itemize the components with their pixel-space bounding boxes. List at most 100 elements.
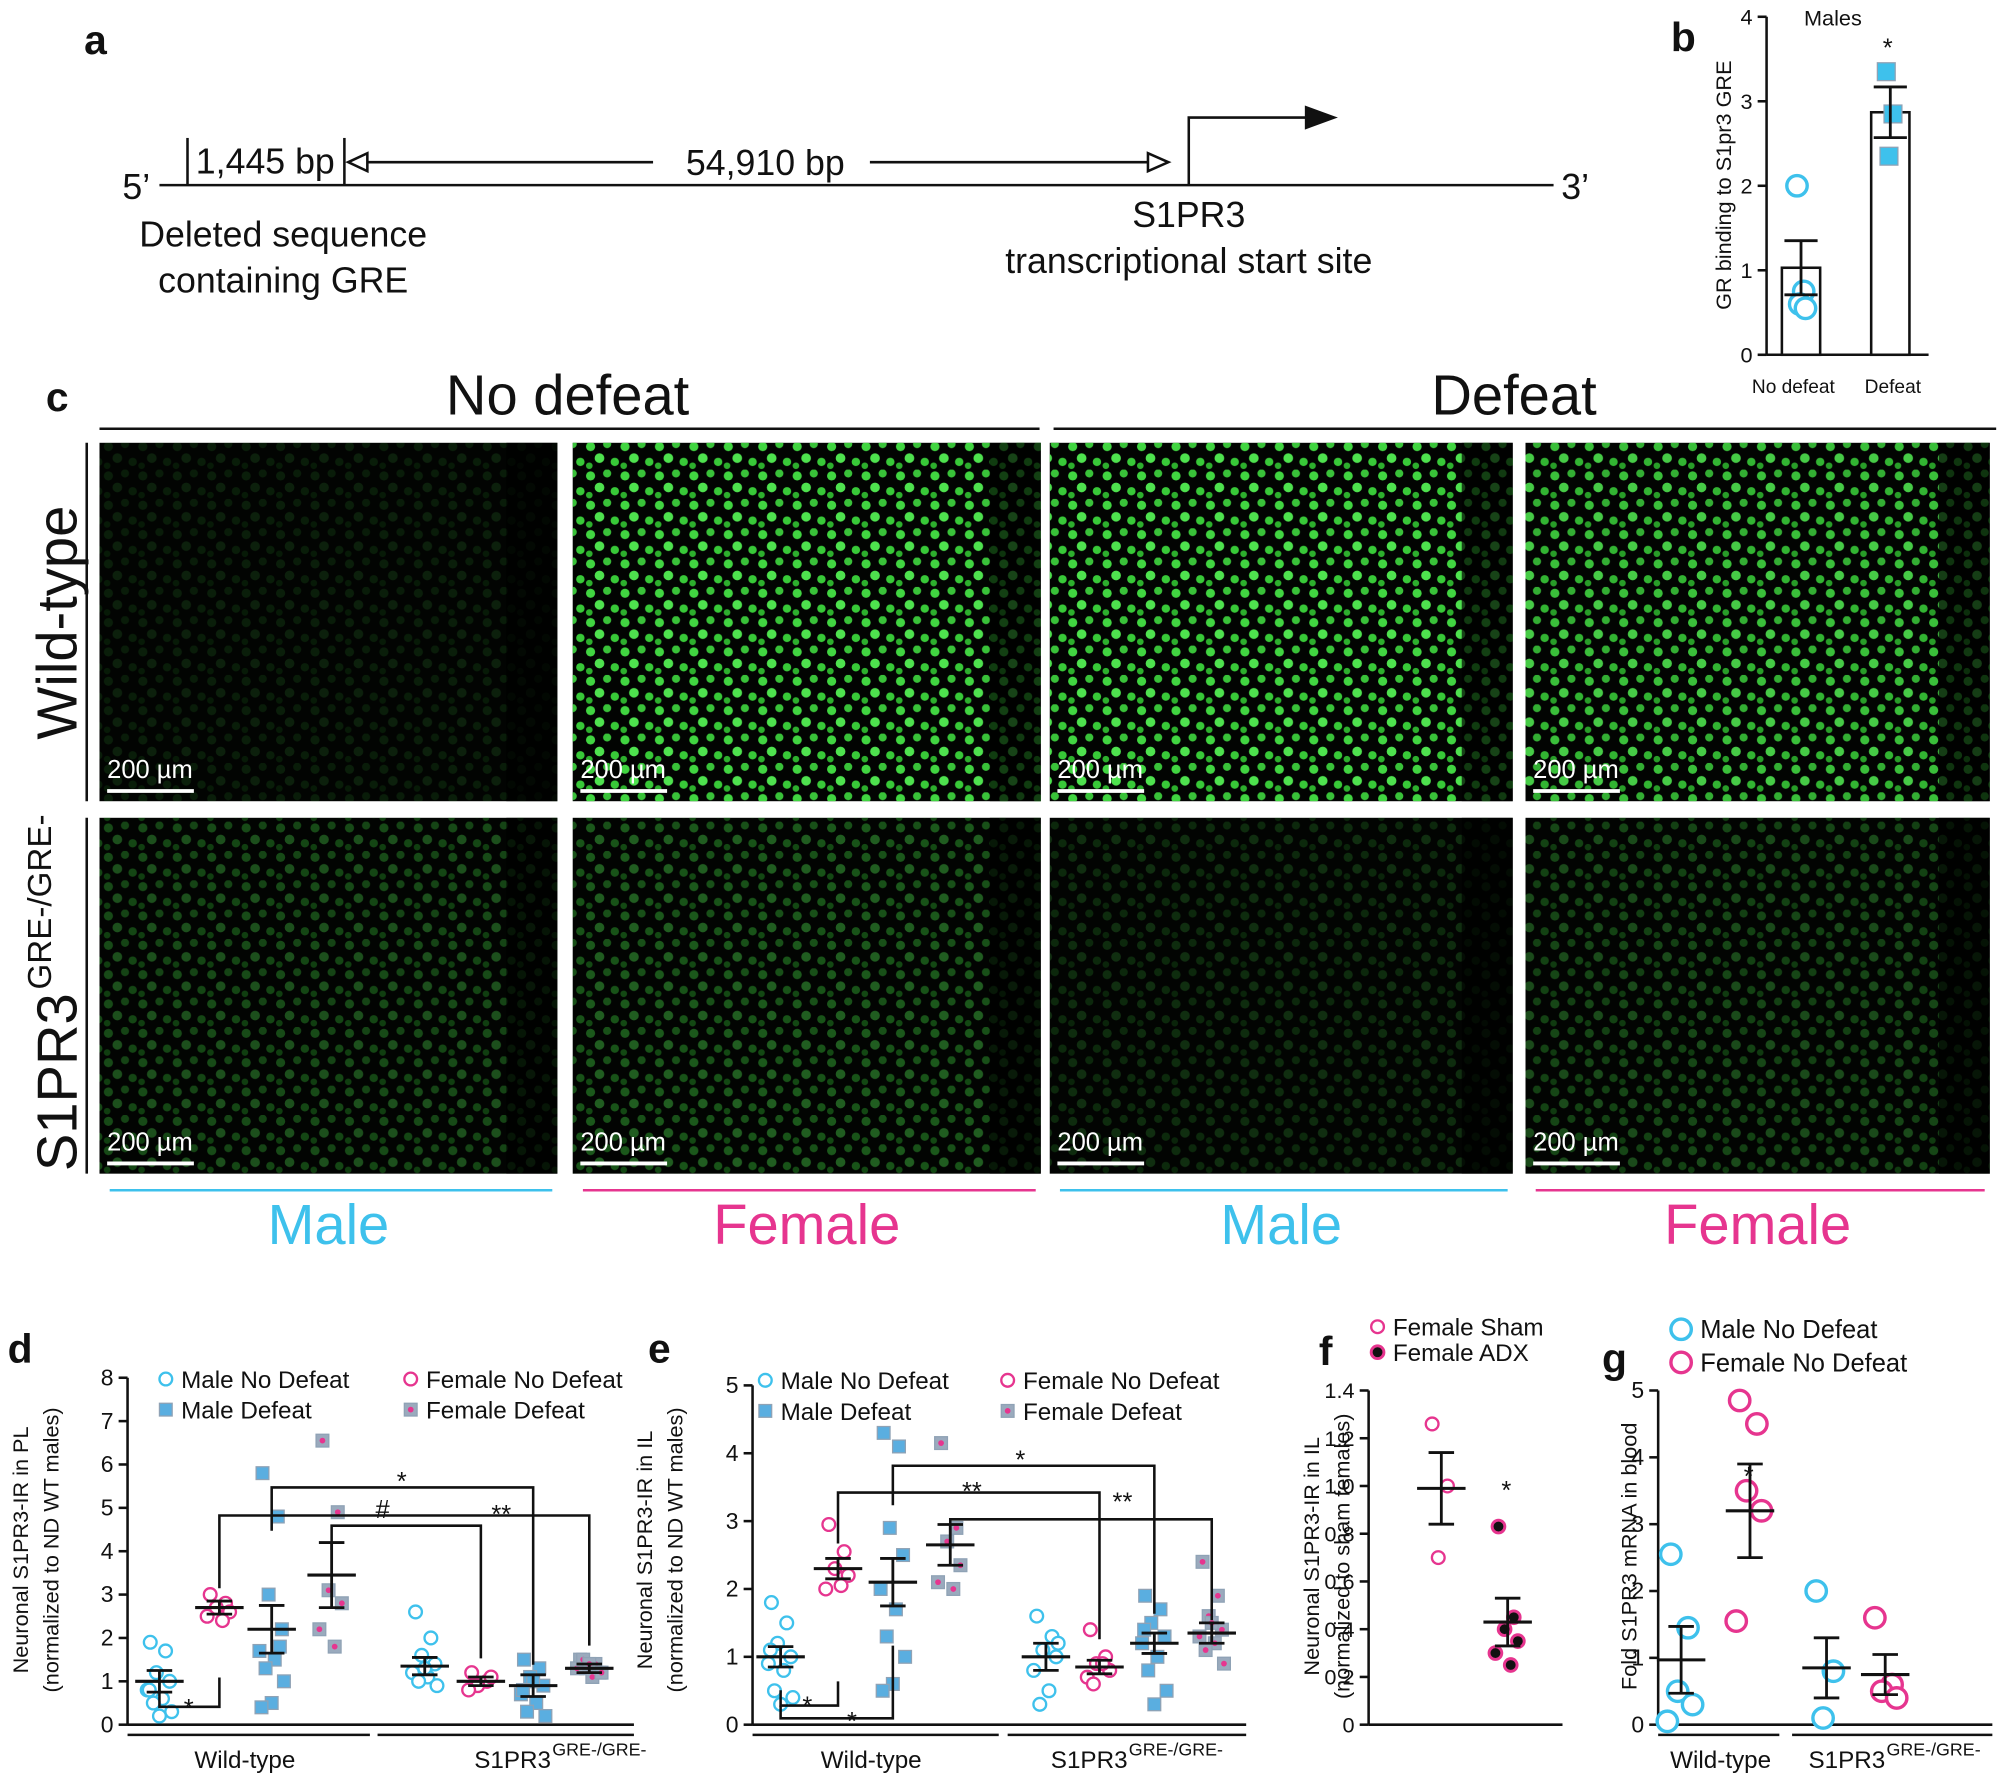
micrograph-signal <box>99 442 558 802</box>
tss-label: S1PR3 <box>1132 195 1245 235</box>
data-point <box>1032 1696 1048 1712</box>
three-prime: 3’ <box>1561 167 1589 207</box>
y-tick-label: 2 <box>1740 173 1752 198</box>
marker-center <box>1196 1633 1203 1640</box>
scale-bar-label: 200 µm <box>107 756 193 784</box>
legend-label: Male No Defeat <box>781 1368 950 1395</box>
y-tick-label: 0.4 <box>1324 1617 1354 1642</box>
data-point <box>1876 62 1896 82</box>
chart-title: Males <box>1804 6 1862 31</box>
marker-center <box>938 1440 944 1446</box>
data-point <box>202 1587 218 1603</box>
deleted-length: 1,445 bp <box>196 142 335 182</box>
tissue-edge <box>1938 442 1990 802</box>
marker-center <box>953 1525 960 1531</box>
y-axis-label: Neuronal S1PR3-IR in PL <box>8 1426 33 1673</box>
x-tick-label: S1PR3 <box>1808 1747 1885 1774</box>
y-tick-label: 1 <box>1740 258 1752 283</box>
data-point <box>1862 1605 1887 1630</box>
significance-bracket <box>158 1677 221 1709</box>
x-tick-superscript: GRE-/GRE- <box>1886 1739 1980 1759</box>
marker-center <box>1221 1660 1227 1667</box>
y-tick-label: 5 <box>1631 1377 1644 1403</box>
marker-center <box>1199 1558 1206 1565</box>
micrograph-signal <box>572 817 1041 1174</box>
micrograph-signal <box>99 817 558 1174</box>
y-tick-label: 1 <box>101 1668 114 1694</box>
y-tick-label: 0 <box>726 1711 739 1737</box>
y-tick-label: 1.2 <box>1324 1426 1354 1451</box>
data-point <box>408 1604 424 1620</box>
data-point <box>158 1643 174 1659</box>
y-axis-label: (normalized to ND WT males) <box>662 1407 687 1692</box>
data-point <box>821 1516 837 1533</box>
row-label: Wild-type <box>26 506 89 740</box>
y-tick-label: 1 <box>726 1643 739 1669</box>
panel-label: d <box>8 1325 33 1371</box>
scale-bar-label: 200 µm <box>1533 756 1619 784</box>
x-tick-label: Defeat <box>1865 377 1922 398</box>
sex-label: Male <box>1220 1193 1342 1256</box>
significance-label: # <box>376 1496 391 1524</box>
significance-bracket <box>218 1514 591 1646</box>
sex-label: Male <box>268 1193 390 1256</box>
y-axis-label: (normalized to sham females) <box>1329 1414 1354 1699</box>
data-point <box>1502 1657 1519 1673</box>
significance-label: * <box>397 1468 407 1496</box>
y-tick-label: 0 <box>101 1711 114 1737</box>
column-header: No defeat <box>446 364 690 427</box>
data-point <box>1510 1633 1526 1649</box>
tss-arrow <box>1187 116 1308 186</box>
y-tick-label: 6 <box>101 1451 114 1477</box>
marker-center <box>407 1406 414 1413</box>
data-point <box>1085 1676 1101 1692</box>
y-tick-label: 3 <box>726 1508 739 1534</box>
marker-center <box>319 1437 326 1444</box>
significance-bracket <box>891 1464 1156 1614</box>
significance-label: * <box>1883 34 1893 62</box>
data-point <box>199 1608 215 1624</box>
panel-label: e <box>648 1325 671 1371</box>
data-point <box>879 1629 894 1644</box>
data-point <box>145 1695 161 1711</box>
data-point <box>1369 1344 1386 1361</box>
data-point <box>252 1643 267 1658</box>
deleted-label: containing GRE <box>158 260 408 300</box>
significance-label: * <box>802 1692 812 1720</box>
y-axis-label: Neuronal S1PR3-IR in IL <box>632 1431 657 1670</box>
y-tick-label: 0.6 <box>1324 1569 1354 1594</box>
data-point <box>1883 104 1903 124</box>
y-tick-label: 1.4 <box>1324 1378 1354 1403</box>
significance-bracket <box>270 1486 535 1665</box>
significance-label: * <box>184 1695 194 1723</box>
legend-label: Female ADX <box>1393 1340 1529 1367</box>
marker-center <box>1219 1626 1225 1633</box>
data-point <box>818 1581 834 1597</box>
y-tick-label: 1 <box>1631 1644 1644 1670</box>
micrograph-signal <box>1049 442 1513 802</box>
data-point <box>429 1678 445 1694</box>
data-point <box>1727 1388 1752 1413</box>
data-point <box>1424 1416 1440 1432</box>
data-point <box>1490 1518 1507 1535</box>
scale-bar-label: 200 µm <box>1057 756 1143 784</box>
scale-bar-label: 200 µm <box>580 1129 666 1157</box>
legend-label: Female No Defeat <box>1700 1349 1907 1377</box>
deleted-label: Deleted sequence <box>139 214 427 254</box>
legend-label: Male Defeat <box>781 1399 912 1426</box>
significance-bracket <box>836 1491 1101 1640</box>
data-point <box>1430 1550 1446 1566</box>
marker-center <box>589 1674 596 1680</box>
arrowhead <box>1146 151 1172 174</box>
data-point <box>1082 1622 1098 1638</box>
sex-label: Female <box>1664 1193 1851 1256</box>
marker-center <box>334 1509 341 1516</box>
scale-bar-label: 200 µm <box>580 756 666 784</box>
data-point <box>1147 1697 1162 1712</box>
arrowhead <box>1304 105 1338 130</box>
data-point <box>1785 173 1809 198</box>
x-tick-label: S1PR3 <box>474 1747 551 1774</box>
legend-label: Female Sham <box>1393 1315 1544 1342</box>
